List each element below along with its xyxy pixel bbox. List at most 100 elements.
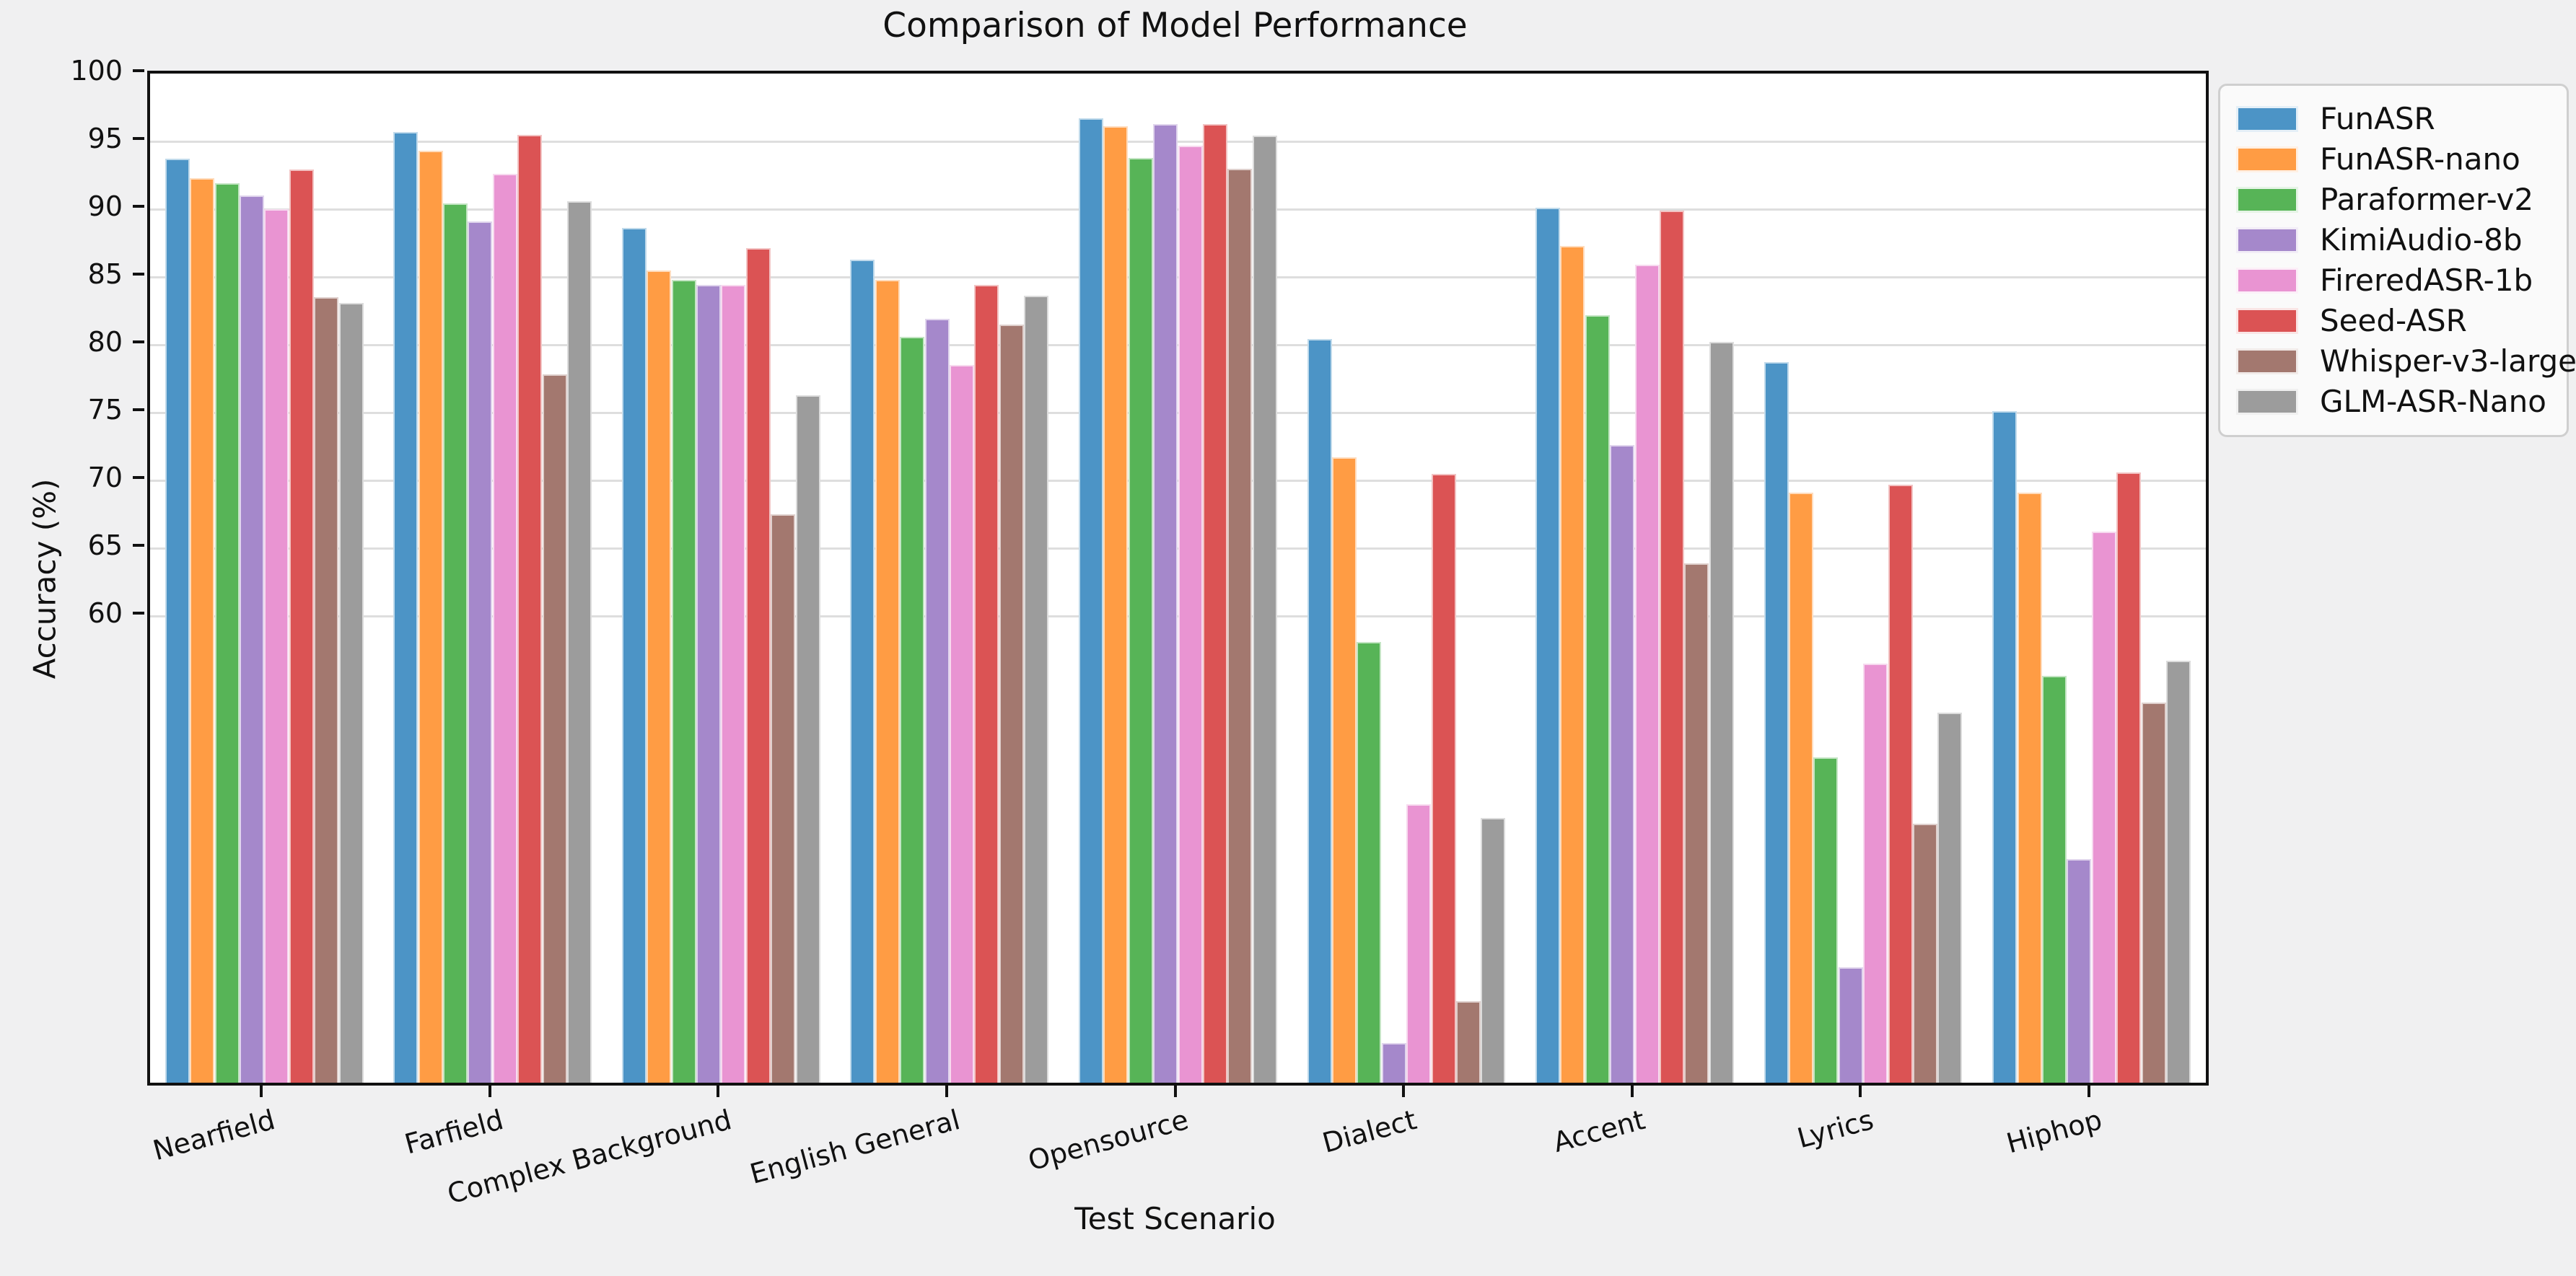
- bar-GLM-ASR-Nano-Opensource: [1252, 136, 1277, 1083]
- legend-swatch-icon: [2236, 227, 2298, 253]
- legend-item-GLM-ASR-Nano: GLM-ASR-Nano: [2236, 382, 2552, 422]
- legend-label: FunASR-nano: [2320, 141, 2520, 177]
- bar-KimiAudio-8b-Hiphop: [2067, 858, 2092, 1083]
- y-tick-label: 90: [87, 190, 123, 223]
- y-tick-mark: [133, 273, 144, 276]
- bar-Seed-ASR-Lyrics: [1888, 484, 1913, 1083]
- bar-Whisper-v3-large-Opensource: [1227, 168, 1253, 1083]
- bar-Paraformer-v2-Dialect: [1357, 641, 1382, 1083]
- x-tick-mark: [717, 1086, 720, 1097]
- y-tick-label: 60: [87, 597, 123, 630]
- legend-item-Paraformer-v2: Paraformer-v2: [2236, 180, 2552, 220]
- legend-swatch-icon: [2236, 348, 2298, 374]
- legend-item-KimiAudio-8b: KimiAudio-8b: [2236, 220, 2552, 260]
- bar-FunASR-nano-Hiphop: [2017, 492, 2042, 1083]
- x-tick-label-Farfield: Farfield: [400, 1104, 507, 1161]
- bar-KimiAudio-8b-Lyrics: [1838, 967, 1863, 1083]
- x-tick-mark: [260, 1086, 263, 1097]
- bar-FunASR-Farfield: [393, 131, 419, 1083]
- bar-Seed-ASR-Nearfield: [289, 170, 314, 1083]
- x-tick-label-Nearfield: Nearfield: [149, 1104, 279, 1167]
- x-tick-mark: [1402, 1086, 1406, 1097]
- bar-Paraformer-v2-Complex Background: [671, 279, 696, 1083]
- bar-Seed-ASR-Opensource: [1202, 123, 1227, 1083]
- bar-KimiAudio-8b-Farfield: [468, 221, 493, 1083]
- bar-FunASR-nano-Dialect: [1331, 457, 1357, 1083]
- x-tick-label-Hiphop: Hiphop: [2003, 1104, 2106, 1160]
- bar-KimiAudio-8b-Dialect: [1381, 1043, 1406, 1083]
- bar-Whisper-v3-large-English General: [999, 324, 1024, 1083]
- x-tick-mark: [1630, 1086, 1634, 1097]
- legend-label: GLM-ASR-Nano: [2320, 384, 2546, 419]
- y-tick-mark: [133, 544, 144, 547]
- bar-Whisper-v3-large-Complex Background: [771, 514, 796, 1083]
- bar-FunASR-nano-Farfield: [418, 151, 443, 1083]
- bar-GLM-ASR-Nano-Lyrics: [1937, 712, 1963, 1083]
- bar-FireredASR-1b-Complex Background: [721, 285, 746, 1083]
- bar-KimiAudio-8b-Nearfield: [239, 195, 264, 1083]
- legend-item-FunASR-nano: FunASR-nano: [2236, 139, 2552, 180]
- y-tick-label: 80: [87, 326, 123, 358]
- legend-item-FunASR: FunASR: [2236, 99, 2552, 139]
- bar-Whisper-v3-large-Farfield: [542, 374, 567, 1083]
- x-tick-label-Accent: Accent: [1550, 1104, 1649, 1159]
- legend-label: KimiAudio-8b: [2320, 222, 2523, 258]
- bar-Whisper-v3-large-Accent: [1684, 563, 1709, 1083]
- bar-Seed-ASR-Farfield: [517, 134, 543, 1083]
- gridline-95: [150, 140, 2206, 143]
- legend-swatch-icon: [2236, 308, 2298, 334]
- chart-title: Comparison of Model Performance: [882, 6, 1468, 45]
- bar-FunASR-Nearfield: [165, 159, 190, 1083]
- legend-label: FunASR: [2320, 101, 2435, 136]
- bar-Seed-ASR-English General: [974, 285, 999, 1083]
- y-tick-label: 85: [87, 258, 123, 291]
- bar-Seed-ASR-Dialect: [1431, 473, 1456, 1083]
- y-tick-label: 70: [87, 462, 123, 494]
- bar-GLM-ASR-Nano-Accent: [1709, 342, 1734, 1083]
- bar-FunASR-nano-Opensource: [1103, 126, 1129, 1083]
- bar-KimiAudio-8b-Accent: [1610, 445, 1635, 1083]
- y-tick-label: 75: [87, 394, 123, 426]
- legend-label: Paraformer-v2: [2320, 182, 2534, 217]
- y-tick-mark: [133, 612, 144, 615]
- bar-FunASR-Lyrics: [1764, 362, 1789, 1083]
- y-tick-mark: [133, 476, 144, 480]
- bar-GLM-ASR-Nano-Complex Background: [795, 395, 820, 1083]
- y-tick-mark: [133, 408, 144, 412]
- x-tick-mark: [1859, 1086, 1862, 1097]
- bar-Paraformer-v2-Opensource: [1128, 157, 1153, 1083]
- bar-FireredASR-1b-Opensource: [1178, 145, 1203, 1083]
- plot-area: [147, 71, 2209, 1086]
- bar-FunASR-nano-Nearfield: [190, 177, 215, 1083]
- x-tick-label-English General: English General: [746, 1104, 963, 1190]
- legend-swatch-icon: [2236, 106, 2298, 132]
- bar-Paraformer-v2-Farfield: [443, 203, 468, 1083]
- y-tick-label: 100: [70, 55, 123, 87]
- x-tick-label-Lyrics: Lyrics: [1794, 1104, 1878, 1155]
- bar-KimiAudio-8b-Complex Background: [696, 285, 721, 1083]
- legend-item-FireredASR-1b: FireredASR-1b: [2236, 260, 2552, 301]
- bar-GLM-ASR-Nano-Farfield: [567, 201, 592, 1083]
- legend-label: Whisper-v3-large: [2320, 343, 2576, 379]
- bar-Paraformer-v2-Accent: [1585, 314, 1610, 1083]
- bar-FunASR-nano-Lyrics: [1789, 492, 1813, 1083]
- bar-Paraformer-v2-Hiphop: [2041, 675, 2067, 1083]
- bar-Paraformer-v2-Nearfield: [214, 183, 240, 1083]
- x-axis-label: Test Scenario: [1074, 1201, 1276, 1236]
- bar-GLM-ASR-Nano-Nearfield: [338, 302, 364, 1083]
- legend-label: FireredASR-1b: [2320, 263, 2533, 298]
- bar-FunASR-Opensource: [1078, 118, 1103, 1083]
- bar-FunASR-Dialect: [1307, 339, 1332, 1083]
- y-tick-mark: [133, 205, 144, 208]
- bar-Seed-ASR-Complex Background: [745, 248, 771, 1083]
- x-tick-mark: [1173, 1086, 1177, 1097]
- bar-Whisper-v3-large-Lyrics: [1913, 823, 1937, 1083]
- x-tick-mark: [2087, 1086, 2090, 1097]
- bar-GLM-ASR-Nano-Hiphop: [2165, 661, 2191, 1083]
- bar-KimiAudio-8b-Opensource: [1153, 123, 1178, 1083]
- x-tick-label-Dialect: Dialect: [1319, 1104, 1420, 1159]
- bar-FunASR-English General: [850, 259, 875, 1083]
- legend-item-Seed-ASR: Seed-ASR: [2236, 301, 2552, 341]
- bar-GLM-ASR-Nano-Dialect: [1481, 818, 1506, 1083]
